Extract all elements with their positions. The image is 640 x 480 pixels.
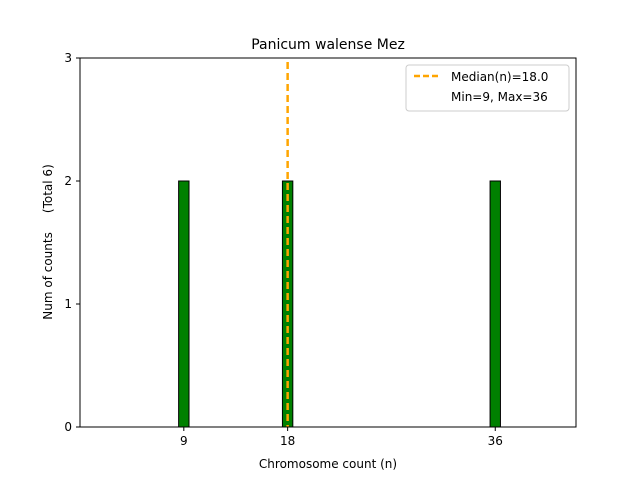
plot-frame <box>79 57 577 428</box>
x-tick-label: 18 <box>280 434 295 448</box>
x-tick-label: 9 <box>180 434 188 448</box>
legend: Median(n)=18.0 Min=9, Max=36 <box>405 64 570 112</box>
y-axis-label: Num of counts (Total 6) <box>41 164 55 319</box>
y-tick-label: 1 <box>64 297 72 311</box>
legend-range-label: Min=9, Max=36 <box>451 90 548 104</box>
bars-group <box>80 180 530 428</box>
x-axis-label: Chromosome count (n) <box>259 457 397 471</box>
y-axis-ticks: 0 1 2 3 <box>64 51 80 434</box>
y-tick-label: 0 <box>64 420 72 434</box>
bar <box>489 180 501 428</box>
legend-median-label: Median(n)=18.0 <box>451 70 548 84</box>
y-tick-label: 3 <box>64 51 72 65</box>
chart-title: Panicum walense Mez <box>251 37 405 53</box>
legend-box <box>405 64 570 112</box>
bar <box>178 180 190 428</box>
y-tick-label: 2 <box>64 174 72 188</box>
x-axis-ticks: 9 18 36 <box>180 427 503 448</box>
x-tick-label: 36 <box>488 434 503 448</box>
